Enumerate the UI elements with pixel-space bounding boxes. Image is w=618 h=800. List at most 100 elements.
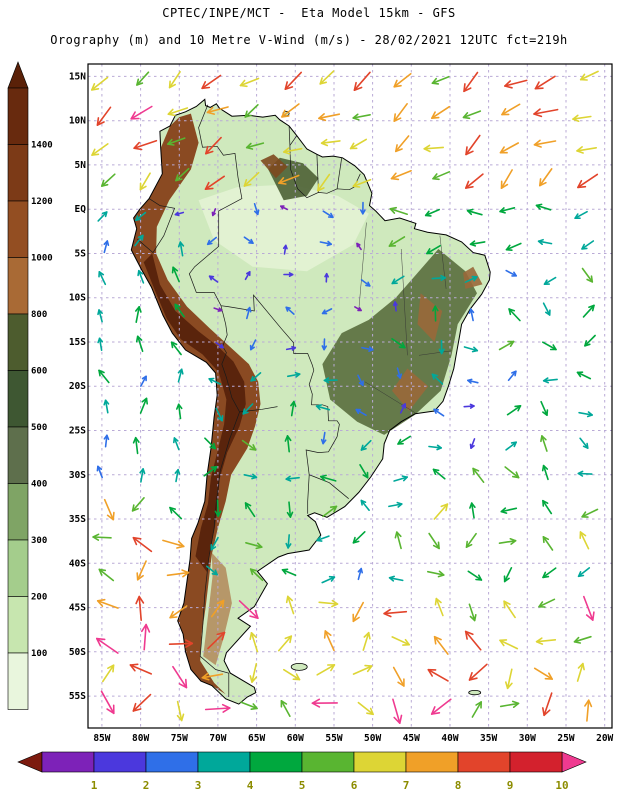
wind-arrow [170, 341, 182, 356]
wind-arrow [143, 623, 147, 651]
wind-arrow-head [239, 79, 248, 88]
wind-arrow-head [249, 344, 255, 351]
wind-arrow-head [352, 536, 360, 544]
wind-arrow [98, 270, 107, 286]
wind-colorbar-cell [353, 751, 407, 773]
wind-arrow [207, 631, 226, 650]
longitude-label: 70W [209, 733, 226, 744]
wind-arrow-head [357, 307, 362, 312]
wind-arrow-head [209, 442, 216, 450]
wind-arrow-head [315, 404, 322, 411]
wind-arrow [578, 411, 594, 416]
wind-arrow [499, 639, 519, 650]
wind-arrow-head [218, 343, 224, 349]
wind-arrow-head [214, 510, 222, 517]
wind-arrow-head [131, 504, 139, 512]
state-border [400, 248, 408, 356]
wind-arrow-head [323, 377, 330, 384]
wind-arrow [210, 536, 219, 551]
wind-arrow [169, 605, 188, 619]
wind-arrow [253, 203, 259, 216]
wind-arrow-head [462, 112, 471, 120]
wind-arrow [388, 503, 403, 508]
wind-arrow-head [364, 664, 373, 673]
wind-arrow-head [581, 511, 589, 518]
wind-arrow-head [430, 706, 441, 715]
wind-arrow-head [576, 146, 584, 154]
wind-arrow-head [201, 81, 211, 90]
highland-brown-patch [463, 266, 483, 289]
wind-arrow [136, 560, 147, 581]
state-border [358, 222, 367, 312]
wind-arrow-head [535, 203, 543, 210]
wind-arrow [162, 539, 185, 548]
wind-arrow-head [281, 568, 289, 575]
country-border [220, 305, 240, 413]
wind-colorbar-cell [93, 751, 147, 773]
wind-arrow-head [103, 399, 110, 406]
wind-arrow-head [101, 211, 108, 218]
wind-arrow-head [352, 613, 360, 623]
elevation-colorbar-label: 800 [31, 310, 47, 320]
wind-arrow [243, 473, 258, 479]
wind-arrow [500, 169, 513, 189]
wind-arrow-head [396, 373, 402, 379]
wind-arrow [397, 435, 412, 445]
wind-arrow-head [167, 138, 175, 146]
wind-arrow-head [141, 397, 148, 405]
wind-arrow [138, 595, 142, 622]
wind-arrow [168, 642, 194, 646]
longitude-label: 50W [364, 733, 381, 744]
wind-arrow [172, 665, 188, 689]
wind-arrow [244, 104, 259, 118]
wind-colorbar-label: 3 [195, 779, 202, 792]
elevation-colorbar-label: 300 [31, 536, 47, 546]
country-border [309, 474, 349, 499]
wind-arrow [533, 108, 559, 115]
wind-arrow-head [319, 77, 327, 85]
wind-arrow-head [106, 704, 115, 715]
elevation-colorbar-label: 400 [31, 480, 47, 490]
longitude-label: 35W [480, 733, 497, 744]
wind-arrow [501, 103, 521, 116]
wind-arrow [104, 434, 108, 448]
wind-arrow-head [584, 699, 593, 708]
wind-arrow-head [475, 701, 482, 709]
wind-arrow-head [393, 714, 403, 724]
wind-arrow [130, 105, 153, 120]
wind-arrow-head [249, 675, 257, 683]
wind-arrow [319, 70, 335, 85]
wind-arrow [577, 472, 593, 475]
wind-arrow [499, 702, 520, 708]
wind-arrow [581, 267, 594, 283]
wind-arrow [204, 437, 216, 450]
wind-arrow [467, 570, 483, 581]
wind-arrow-head [320, 474, 327, 482]
wind-arrow [103, 498, 114, 521]
wind-arrow [427, 668, 449, 682]
wind-arrow-head [534, 81, 544, 90]
wind-arrow-head [507, 340, 515, 347]
wind-arrow [470, 502, 475, 519]
wind-arrow-head [586, 275, 594, 283]
wind-arrow-head [475, 574, 483, 581]
longitude-label: 30W [519, 733, 536, 744]
wind-arrow [541, 341, 557, 351]
wind-arrow [503, 566, 513, 583]
state-border [364, 381, 416, 413]
wind-arrow-head [427, 668, 437, 677]
wind-colorbar-label: 2 [143, 779, 150, 792]
wind-arrow-head [432, 173, 440, 181]
wind-arrow-head [577, 571, 585, 578]
wind-arrow [250, 339, 257, 351]
latitude-label: 10N [69, 116, 86, 127]
south-georgia-island [468, 689, 482, 696]
country-border [188, 104, 340, 514]
wind-arrow-head [169, 610, 178, 619]
wind-arrow [542, 535, 554, 551]
wind-arrow [582, 304, 595, 318]
wind-arrow [131, 496, 145, 512]
wind-arrow [91, 143, 109, 156]
highland-brown-patch [417, 293, 443, 342]
amazon-lowland-fill [198, 184, 369, 272]
